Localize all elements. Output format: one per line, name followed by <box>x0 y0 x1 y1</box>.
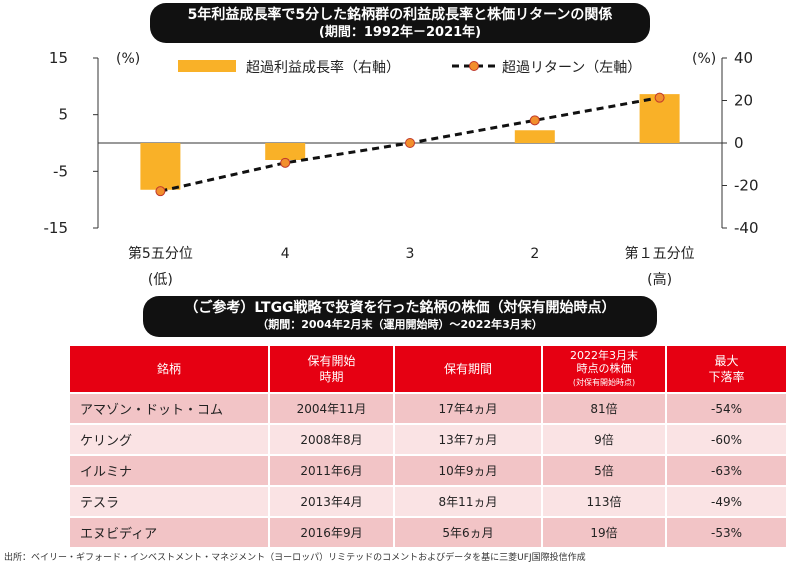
cell-start: 2016年9月 <box>268 516 395 549</box>
line-point <box>654 92 665 103</box>
cell-price: 81倍 <box>541 392 667 425</box>
cell-drawdown: -63% <box>665 454 788 487</box>
right-tick-label: 0 <box>734 134 744 152</box>
cell-period: 5年6ヵ月 <box>393 516 543 549</box>
right-tick-label: 40 <box>734 49 753 67</box>
category-label: 3 <box>406 246 415 262</box>
left-tick-label: -15 <box>44 219 69 237</box>
chart-title-line2: (期間：1992年－2021年) <box>318 25 482 40</box>
header-dd-l1: 最大 <box>714 354 739 368</box>
cell-start: 2004年11月 <box>268 392 395 425</box>
cell-name: ケリング <box>68 423 270 456</box>
cell-start: 2013年4月 <box>268 485 395 518</box>
legend-bar-label: 超過利益成長率（右軸） <box>246 59 400 76</box>
line-point <box>155 186 166 197</box>
line-point <box>280 157 291 168</box>
header-start-l2: 時期 <box>319 370 344 384</box>
right-tick-label: -40 <box>734 219 759 237</box>
cell-name: イルミナ <box>68 454 270 487</box>
bar <box>514 130 555 143</box>
table-row: エヌビディア 2016年9月 5年6ヵ月 19倍 -53% <box>68 516 788 549</box>
cell-name: アマゾン・ドット・コム <box>68 392 270 425</box>
cell-price: 9倍 <box>541 423 667 456</box>
line-point <box>405 138 415 148</box>
left-axis-unit: (%) <box>116 51 140 67</box>
left-tick-label: 5 <box>58 106 68 124</box>
category-label: 第5五分位 <box>128 245 193 262</box>
table-row: アマゾン・ドット・コム 2004年11月 17年4ヵ月 81倍 -54% <box>68 392 788 425</box>
category-sublabel: (高) <box>647 271 672 288</box>
header-price-l2: 時点の株価 <box>576 362 632 375</box>
cell-drawdown: -49% <box>665 485 788 518</box>
table-title: （ご参考）LTGG戦略で投資を行った銘柄の株価（対保有開始時点） （期間：200… <box>143 296 657 337</box>
source-note: 出所：ベイリー・ギフォード・インベストメント・マネジメント（ヨーロッパ）リミテッ… <box>4 553 586 563</box>
cell-drawdown: -53% <box>665 516 788 549</box>
table-header-row: 銘柄 保有開始時期 保有期間 2022年3月末 時点の株価 (対保有開始時点) 最大… <box>68 344 788 394</box>
category-label: 4 <box>281 246 290 262</box>
right-tick-label: 20 <box>734 92 753 110</box>
header-start: 保有開始 時期 <box>268 344 395 394</box>
cell-drawdown: -60% <box>665 423 788 456</box>
line-point <box>529 115 540 126</box>
category-sublabel: (低) <box>148 272 173 288</box>
table-row: ケリング 2008年8月 13年7ヵ月 9倍 -60% <box>68 423 788 456</box>
legend-bar-swatch <box>178 60 236 72</box>
cell-period: 17年4ヵ月 <box>393 392 543 425</box>
table-row: テスラ 2013年4月 8年11ヵ月 113倍 -49% <box>68 485 788 518</box>
header-name: 銘柄 <box>68 344 270 394</box>
header-start-l1: 保有開始 <box>307 354 356 368</box>
cell-name: テスラ <box>68 485 270 518</box>
legend-line-label: 超過リターン（左軸） <box>502 60 641 76</box>
right-tick-label: -20 <box>734 177 759 195</box>
cell-period: 8年11ヵ月 <box>393 485 543 518</box>
cell-period: 13年7ヵ月 <box>393 423 543 456</box>
bar <box>265 143 306 160</box>
category-label: 第１五分位 <box>625 245 695 262</box>
cell-start: 2011年6月 <box>268 454 395 487</box>
header-period: 保有期間 <box>393 344 543 394</box>
cell-name: エヌビディア <box>68 516 270 549</box>
cell-price: 5倍 <box>541 454 667 487</box>
left-tick-label: 15 <box>49 49 68 67</box>
cell-start: 2008年8月 <box>268 423 395 456</box>
category-label: 2 <box>530 246 539 262</box>
left-tick-label: -5 <box>53 162 68 180</box>
header-dd-l2: 下落率 <box>708 370 745 384</box>
header-drawdown: 最大 下落率 <box>665 344 788 394</box>
header-price: 2022年3月末 時点の株価 (対保有開始時点) <box>541 344 667 394</box>
cell-drawdown: -54% <box>665 392 788 425</box>
stocks-table: 銘柄 保有開始時期 保有期間 2022年3月末 時点の株価 (対保有開始時点) 最大… <box>68 344 788 549</box>
table-row: イルミナ 2011年6月 10年9ヵ月 5倍 -63% <box>68 454 788 487</box>
chart-title-line1: 5年利益成長率で5分した銘柄群の利益成長率と株価リターンの関係 <box>187 7 613 23</box>
table-title-line2: （期間：2004年2月末（運用開始時）～2022年3月末） <box>257 318 543 331</box>
header-price-l1: 2022年3月末 <box>570 349 638 362</box>
cell-price: 113倍 <box>541 485 667 518</box>
cell-price: 19倍 <box>541 516 667 549</box>
header-price-l3: (対保有開始時点) <box>572 378 636 387</box>
legend-line-marker <box>469 61 479 71</box>
chart: 15 5 -5 -15 40 20 0 -20 -40 (%) (%) 第5五分位 (低) 4 3 2 第１五分… <box>44 49 759 288</box>
table-title-line1: （ご参考）LTGG戦略で投資を行った銘柄の株価（対保有開始時点） <box>184 300 616 316</box>
chart-title: 5年利益成長率で5分した銘柄群の利益成長率と株価リターンの関係 (期間：1992… <box>150 3 650 43</box>
bar <box>140 143 181 190</box>
right-axis-unit: (%) <box>692 51 716 67</box>
cell-period: 10年9ヵ月 <box>393 454 543 487</box>
